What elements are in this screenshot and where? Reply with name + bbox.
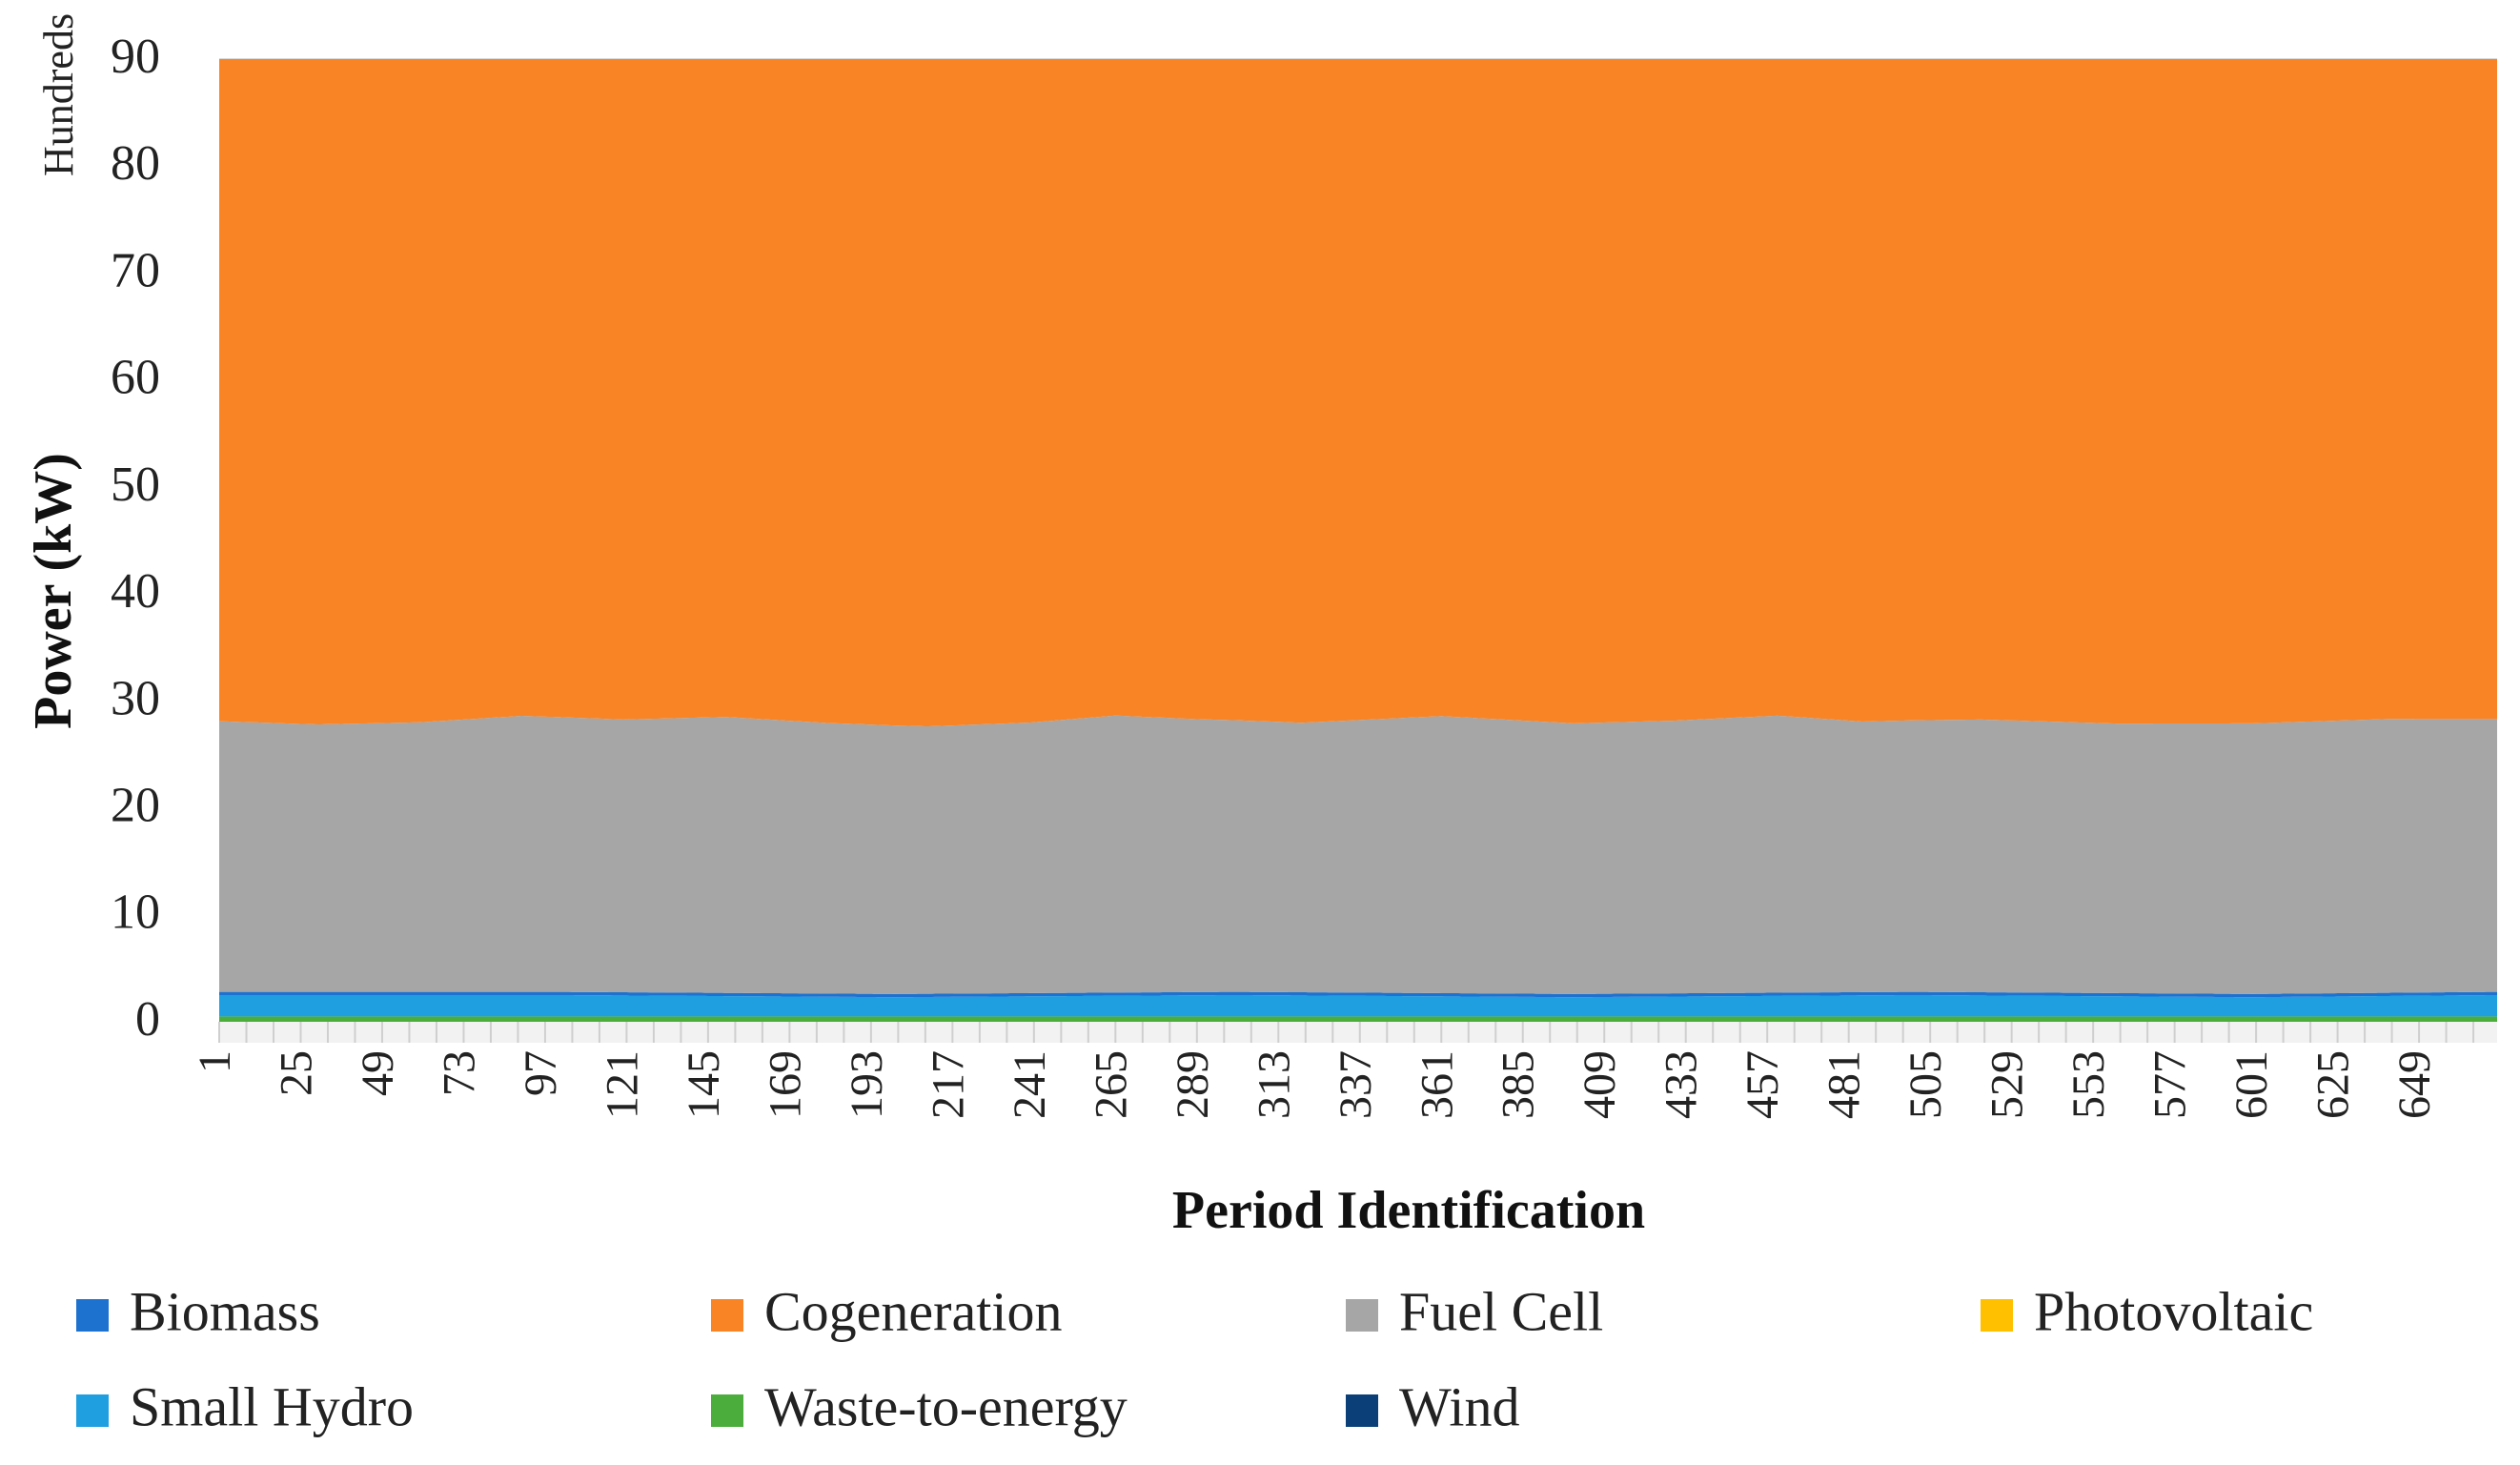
- legend-swatch: [711, 1394, 743, 1427]
- legend-swatch: [1346, 1394, 1378, 1427]
- x-tick-label: 649: [2389, 1050, 2440, 1119]
- legend-label: Fuel Cell: [1399, 1280, 1603, 1342]
- x-tick-label: 433: [1656, 1050, 1707, 1119]
- x-tick-label: 265: [1086, 1050, 1136, 1119]
- area-cogeneration: [219, 59, 2497, 727]
- area-waste-to-energy: [219, 1016, 2497, 1022]
- legend-swatch: [76, 1299, 109, 1332]
- legend-item-small-hydro: Small Hydro: [76, 1375, 414, 1437]
- y-tick-label: 60: [111, 351, 160, 405]
- legend-item-fuel-cell: Fuel Cell: [1346, 1280, 1603, 1342]
- legend-label: Biomass: [130, 1280, 320, 1342]
- legend-item-photovoltaic: Photovoltaic: [1981, 1280, 2313, 1342]
- y-tick-label: 70: [111, 243, 160, 297]
- legend-label: Photovoltaic: [2034, 1280, 2313, 1342]
- x-tick-label: 25: [272, 1050, 322, 1096]
- legend-swatch: [1346, 1299, 1378, 1332]
- x-tick-band: [218, 1022, 2497, 1043]
- area-small-hydro: [219, 994, 2497, 1017]
- x-tick-label: 481: [1819, 1050, 1870, 1119]
- x-tick-label: 1: [190, 1050, 240, 1073]
- x-tick-label: 169: [760, 1050, 810, 1119]
- x-tick-label: 313: [1249, 1050, 1299, 1119]
- y-tick-label: 0: [135, 992, 160, 1047]
- y-tick-label: 20: [111, 778, 160, 832]
- legend-label: Waste-to-energy: [764, 1375, 1128, 1437]
- x-tick-label: 73: [435, 1050, 485, 1096]
- x-tick-label: 409: [1575, 1050, 1625, 1119]
- legend-item-wind: Wind: [1346, 1375, 1520, 1437]
- x-tick-label: 241: [1005, 1050, 1055, 1119]
- x-tick-label: 505: [1900, 1050, 1951, 1119]
- area-biomass: [219, 991, 2497, 998]
- x-axis-title: Period Identification: [1172, 1181, 1645, 1240]
- x-tick-label: 529: [1982, 1050, 2033, 1119]
- y-tick-labels: 0 10 20 30 40 50 60 70 80 90: [111, 30, 160, 1047]
- x-tick-label: 337: [1331, 1050, 1381, 1119]
- x-tick-label: 625: [2308, 1050, 2359, 1119]
- x-tick-label: 193: [842, 1050, 892, 1119]
- x-tick-label: 121: [597, 1050, 647, 1119]
- y-tick-label: 40: [111, 564, 160, 619]
- x-tick-label: 553: [2063, 1050, 2114, 1119]
- y-unit-note: Hundreds: [35, 13, 82, 176]
- x-axis-band: [219, 1022, 2497, 1043]
- legend-label: Cogeneration: [764, 1280, 1062, 1342]
- x-tick-label: 601: [2226, 1050, 2277, 1119]
- x-tick-label: 49: [353, 1050, 403, 1096]
- stacked-areas: [219, 59, 2497, 1022]
- x-tick-label: 385: [1494, 1050, 1544, 1119]
- y-tick-label: 90: [111, 30, 160, 84]
- legend-item-biomass: Biomass: [76, 1280, 320, 1342]
- y-tick-label: 50: [111, 458, 160, 512]
- x-tick-label: 97: [516, 1050, 566, 1096]
- legend-swatch: [1981, 1299, 2013, 1332]
- x-tick-label: 457: [1738, 1050, 1788, 1119]
- y-tick-label: 10: [111, 885, 160, 940]
- legend-label: Small Hydro: [130, 1375, 414, 1437]
- x-tick-label: 217: [923, 1050, 973, 1119]
- x-tick-label: 145: [679, 1050, 729, 1119]
- legend-item-waste-to-energy: Waste-to-energy: [711, 1375, 1128, 1437]
- legend-label: Wind: [1399, 1375, 1520, 1437]
- legend-swatch: [711, 1299, 743, 1332]
- legend: Biomass Cogeneration Fuel Cell Photovoltaic…: [76, 1280, 2313, 1437]
- x-tick-label: 289: [1168, 1050, 1218, 1119]
- x-tick-label: 361: [1412, 1050, 1462, 1119]
- x-tick-labels: 1 25 49 73 97 121 145 169 193 217 241 265 289 313 337 3…: [190, 1050, 2440, 1119]
- area-fuel-cell: [219, 715, 2497, 994]
- y-tick-label: 80: [111, 136, 160, 191]
- y-tick-label: 30: [111, 671, 160, 725]
- legend-item-cogeneration: Cogeneration: [711, 1280, 1062, 1342]
- x-tick-label: 577: [2145, 1050, 2196, 1119]
- legend-swatch: [76, 1394, 109, 1427]
- y-axis-title: Power (kW): [24, 453, 83, 729]
